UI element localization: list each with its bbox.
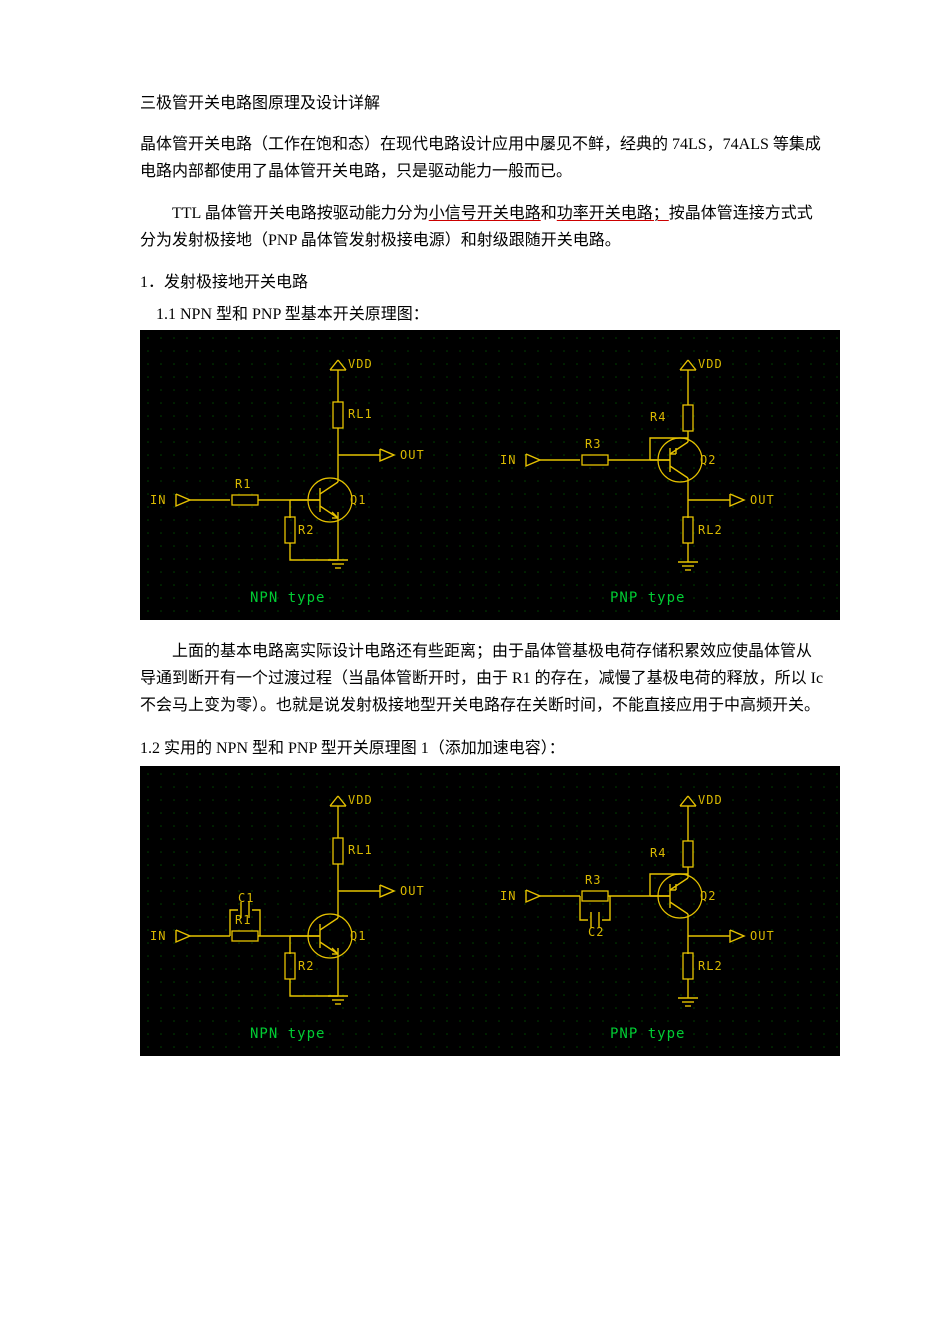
- svg-text:OUT: OUT: [400, 884, 425, 898]
- svg-text:NPN type: NPN type: [250, 1026, 325, 1042]
- svg-text:R3: R3: [585, 437, 601, 451]
- svg-text:R1: R1: [235, 477, 251, 491]
- p2mid: 和: [541, 205, 557, 222]
- svg-text:IN: IN: [150, 493, 166, 507]
- svg-text:Q1: Q1: [350, 493, 366, 507]
- schematic-basic-svg: VDD RL1 OUT Q1 IN R1 R2 NPN type VDD R4 Q2 IN R3 OUT R…: [140, 330, 840, 620]
- p2-underline-2: 功率开关电路；: [557, 205, 669, 222]
- doc-title: 三极管开关电路图原理及设计详解: [140, 90, 825, 117]
- svg-text:OUT: OUT: [750, 929, 775, 943]
- svg-text:R2: R2: [298, 523, 314, 537]
- svg-text:VDD: VDD: [348, 357, 373, 371]
- heading-1: 1．发射极接地开关电路: [140, 268, 825, 292]
- svg-text:IN: IN: [500, 889, 516, 903]
- svg-text:PNP type: PNP type: [610, 590, 685, 606]
- svg-text:OUT: OUT: [750, 493, 775, 507]
- schematic-cap-svg: VDDRL1OUTQ1INR1C1R2NPN typeVDDR4Q2INR3C2…: [140, 766, 840, 1056]
- svg-text:RL1: RL1: [348, 407, 373, 421]
- svg-text:R4: R4: [650, 410, 666, 424]
- p2a: TTL 晶体管开关电路按驱动能力分为: [172, 205, 429, 222]
- paragraph-2: TTL 晶体管开关电路按驱动能力分为小信号开关电路和功率开关电路；按晶体管连接方…: [140, 200, 825, 254]
- svg-text:C2: C2: [588, 925, 604, 939]
- heading-1-2: 1.2 实用的 NPN 型和 PNP 型开关原理图 1（添加加速电容）：: [140, 734, 825, 758]
- svg-text:IN: IN: [150, 929, 166, 943]
- svg-text:NPN type: NPN type: [250, 590, 325, 606]
- svg-text:PNP type: PNP type: [610, 1026, 685, 1042]
- svg-text:R2: R2: [298, 959, 314, 973]
- svg-text:RL1: RL1: [348, 843, 373, 857]
- svg-text:IN: IN: [500, 453, 516, 467]
- diagram-1-basic: VDD RL1 OUT Q1 IN R1 R2 NPN type VDD R4 Q2 IN R3 OUT R…: [140, 330, 825, 620]
- paragraph-3: 上面的基本电路离实际设计电路还有些距离；由于晶体管基极电荷存储积累效应使晶体管从…: [140, 638, 825, 720]
- svg-text:Q2: Q2: [700, 453, 716, 467]
- svg-text:VDD: VDD: [348, 793, 373, 807]
- heading-1-1: 1.1 NPN 型和 PNP 型基本开关原理图：: [156, 300, 825, 324]
- svg-text:R3: R3: [585, 873, 601, 887]
- p2-underline-1: 小信号开关电路: [429, 205, 541, 222]
- svg-text:Q2: Q2: [700, 889, 716, 903]
- svg-text:RL2: RL2: [698, 523, 723, 537]
- paragraph-1: 晶体管开关电路（工作在饱和态）在现代电路设计应用中屡见不鲜，经典的 74LS，7…: [140, 131, 825, 185]
- svg-text:VDD: VDD: [698, 793, 723, 807]
- diagram-2-capacitor: VDDRL1OUTQ1INR1C1R2NPN typeVDDR4Q2INR3C2…: [140, 766, 825, 1056]
- svg-text:VDD: VDD: [698, 357, 723, 371]
- svg-text:RL2: RL2: [698, 959, 723, 973]
- svg-text:C1: C1: [238, 891, 254, 905]
- svg-text:R4: R4: [650, 846, 666, 860]
- svg-text:Q1: Q1: [350, 929, 366, 943]
- svg-text:OUT: OUT: [400, 448, 425, 462]
